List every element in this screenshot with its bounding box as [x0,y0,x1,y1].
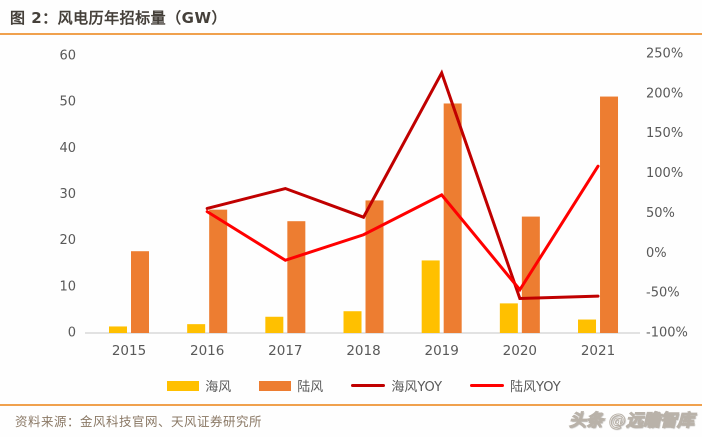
chart-title: 图 2：风电历年招标量（GW） [10,9,228,27]
x-axis-label: 2018 [346,343,380,359]
left-axis-tick: 40 [59,141,76,156]
legend-swatch-offshore [167,380,200,391]
title-divider [0,33,702,35]
legend-item-onshore-yoy: 陆风YOY [470,376,561,395]
legend-item-onshore: 陆风 [259,376,323,395]
bar-onshore-2017 [287,221,306,333]
left-axis-tick: 30 [59,187,76,202]
right-axis-tick: 250% [646,47,683,62]
bar-offshore-2017 [265,316,284,333]
left-axis-tick: 20 [59,233,76,248]
bar-onshore-2019 [443,103,462,333]
left-axis-tick: 50 [59,95,76,110]
legend-swatch-onshore [259,380,292,391]
bar-onshore-2016 [209,209,228,333]
right-axis-tick: 0% [646,246,667,261]
left-axis-tick: 60 [59,49,76,64]
right-axis-tick: -50% [646,286,680,301]
legend-item-offshore-yoy: 海风YOY [351,376,442,395]
legend-swatch-offshore-yoy [351,383,386,388]
legend-item-offshore: 海风 [167,376,231,395]
bar-onshore-2015 [131,251,149,333]
bar-offshore-2016 [187,324,206,333]
bar-offshore-2020 [499,303,518,333]
watermark: 头条 @远瞻智库 [569,411,695,432]
left-axis-tick: 10 [59,279,76,294]
legend-label-offshore: 海风 [205,380,232,395]
right-axis-tick: -100% [646,326,688,341]
right-axis-tick: 150% [646,126,683,141]
x-axis-label: 2019 [425,343,459,359]
chart-legend: 海风 陆风 海风YOY 陆风YOY [0,376,702,395]
footer-divider [0,404,702,406]
legend-label-onshore: 陆风 [297,380,324,395]
right-axis-tick: 50% [646,206,675,221]
line-onshore-yoy [205,164,600,293]
bar-offshore-2015 [109,326,127,333]
bar-onshore-2021 [600,96,619,333]
legend-swatch-onshore-yoy [470,383,505,388]
bar-offshore-2018 [343,311,362,333]
x-axis-label: 2017 [268,343,302,359]
right-axis-tick: 200% [646,86,683,101]
left-axis-tick: 0 [68,326,76,341]
right-axis-tick: 100% [646,166,683,181]
bar-offshore-2019 [421,260,440,333]
bar-offshore-2021 [578,319,597,333]
source-note: 资料来源：金风科技官网、天风证券研究所 [15,414,263,429]
x-axis-label: 2020 [503,343,537,359]
x-axis-label: 2016 [190,343,224,359]
legend-label-offshore-yoy: 海风YOY [391,380,443,395]
x-axis-label: 2021 [581,343,615,359]
x-axis-label: 2015 [112,343,146,359]
legend-label-onshore-yoy: 陆风YOY [510,380,561,395]
line-offshore-yoy [205,69,600,301]
bar-onshore-2018 [365,200,384,333]
